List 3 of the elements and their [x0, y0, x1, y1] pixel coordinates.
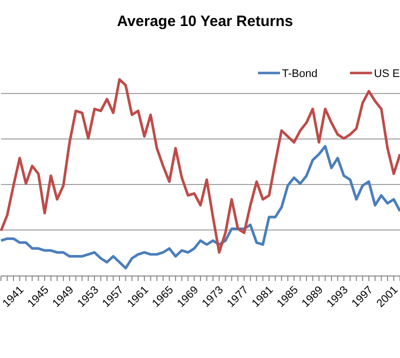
- legend-label: T-Bond: [282, 68, 318, 80]
- legend-label: US E: [374, 68, 400, 80]
- chart-title: Average 10 Year Returns: [117, 13, 293, 30]
